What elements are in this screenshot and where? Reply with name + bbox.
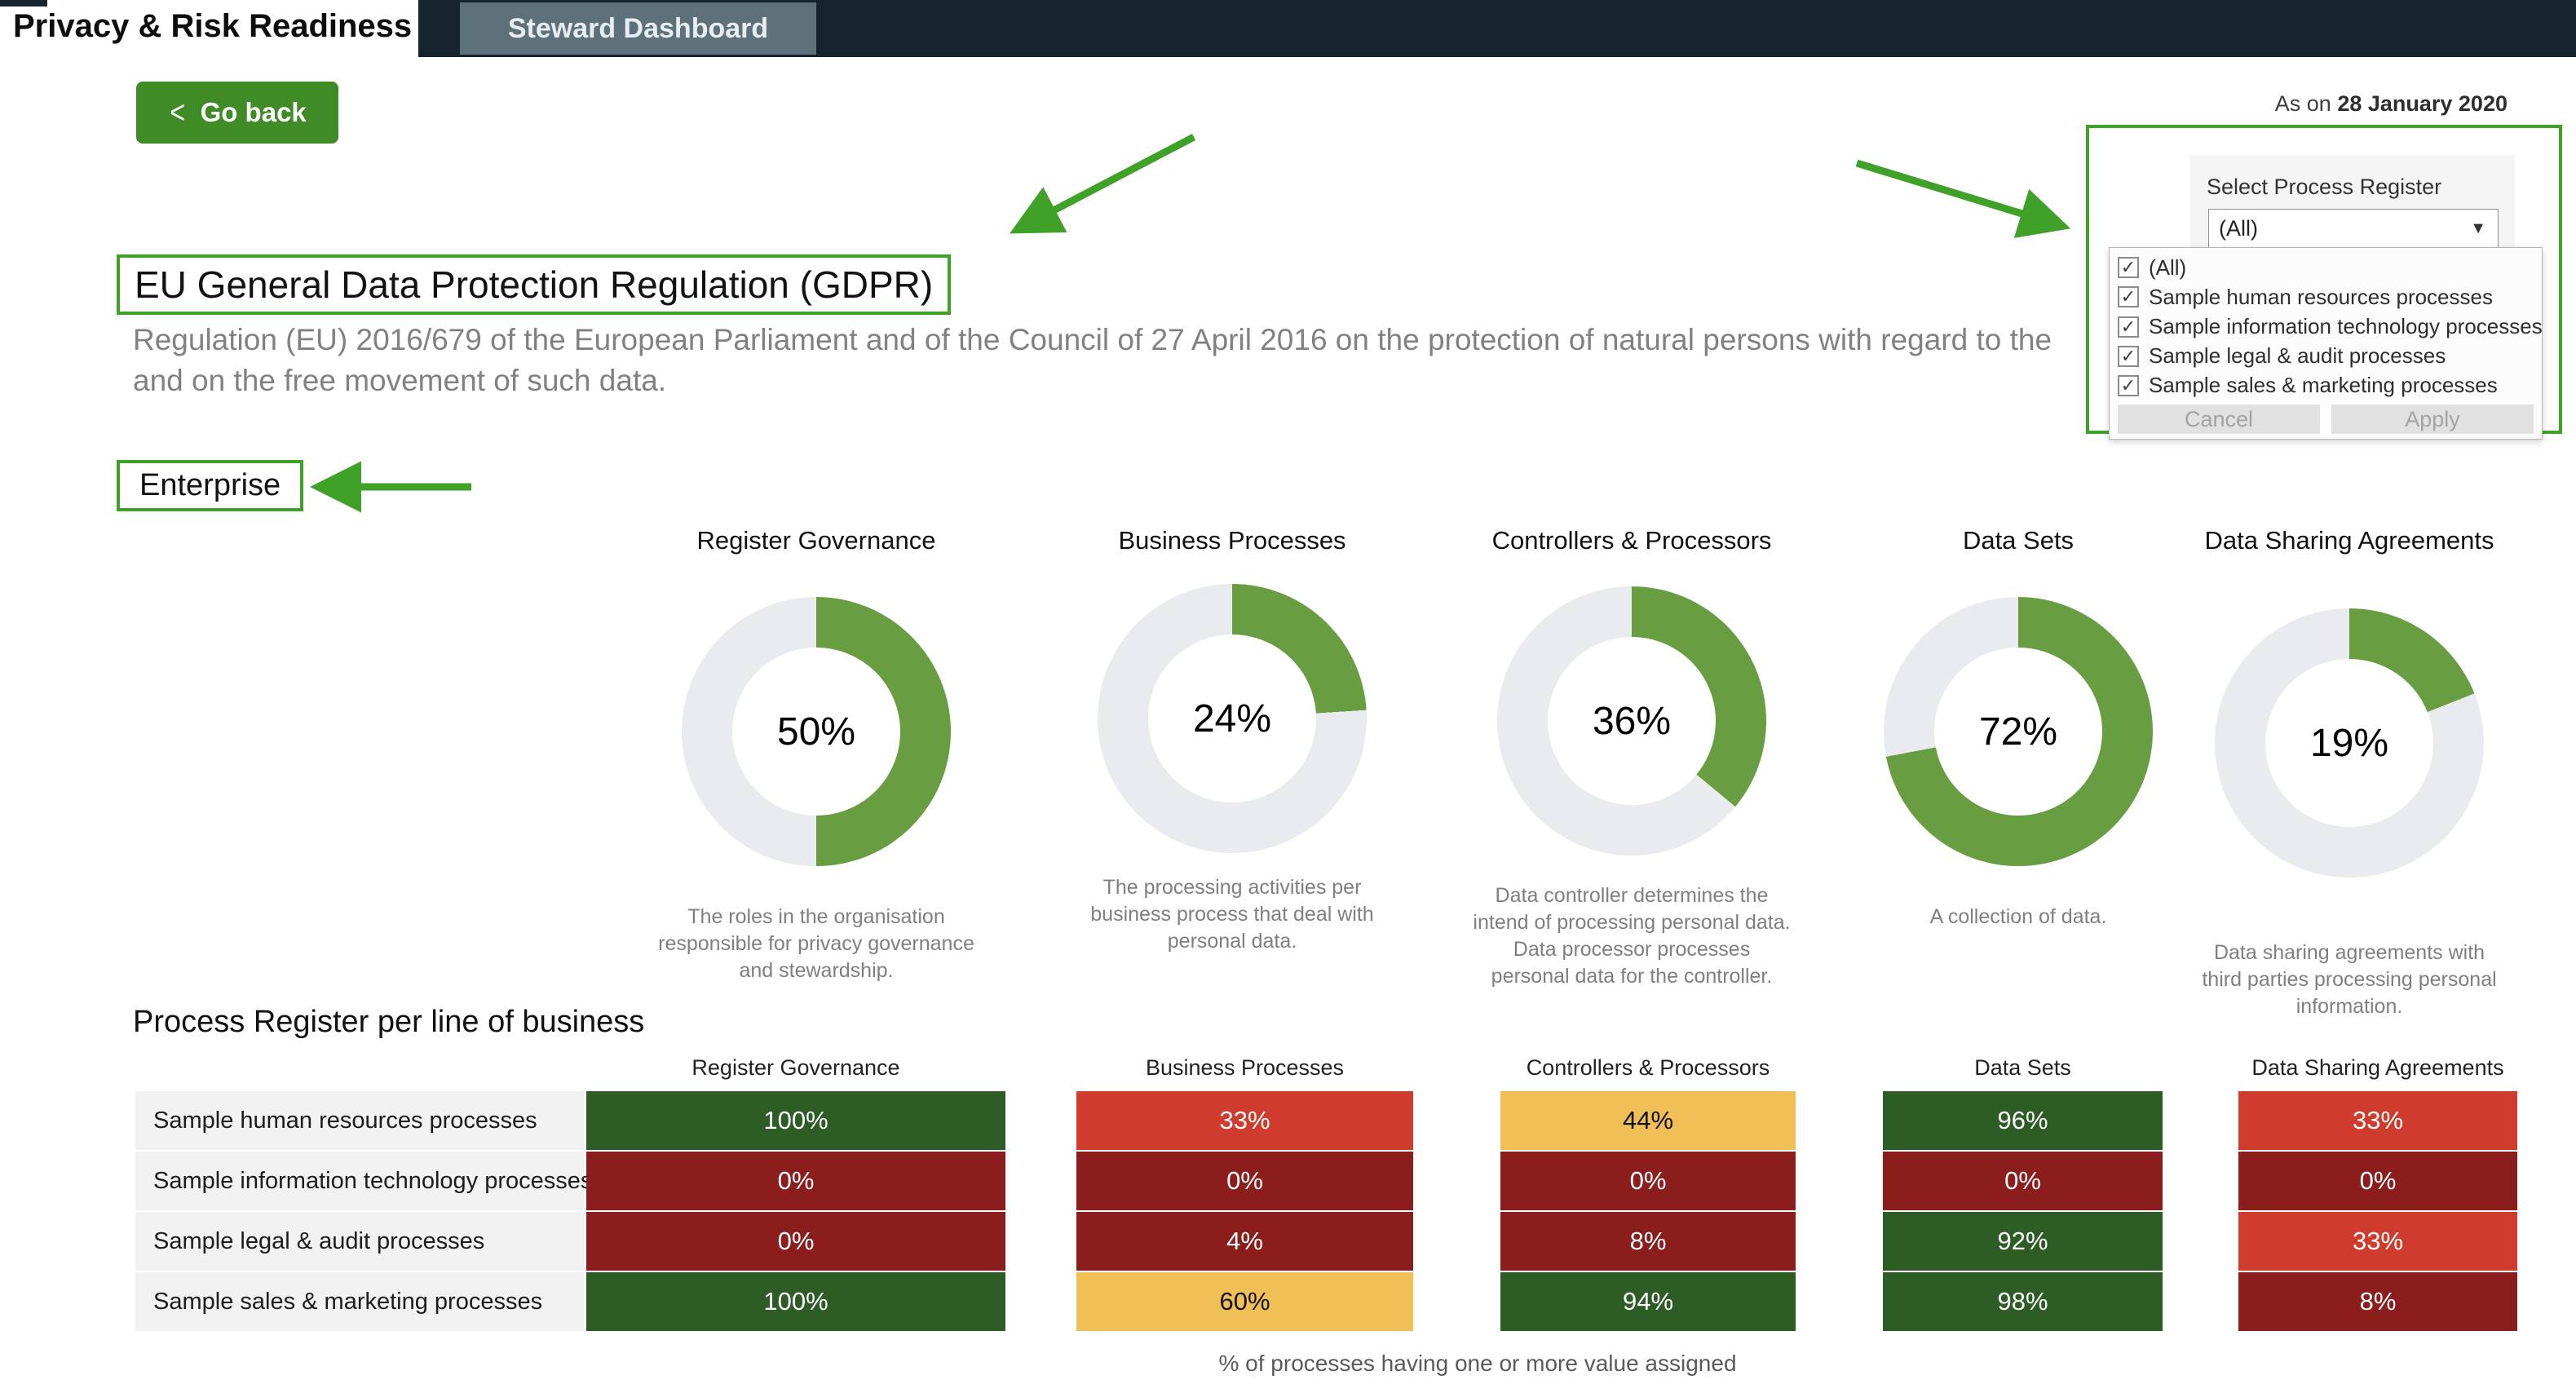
arrow-to-filter-panel xyxy=(1855,159,2071,238)
as-on-date: As on 28 January 2020 xyxy=(2274,91,2508,116)
go-back-button[interactable]: < Go back xyxy=(136,82,338,144)
chart-title-business-processes: Business Processes xyxy=(1118,526,1346,555)
table-cell[interactable]: 33% xyxy=(1076,1091,1413,1150)
chevron-down-icon: ▼ xyxy=(2470,219,2486,237)
cancel-button[interactable]: Cancel xyxy=(2118,405,2320,435)
row-label-legal: Sample legal & audit processes xyxy=(135,1212,584,1271)
table-cell[interactable]: 60% xyxy=(1076,1272,1413,1331)
tab-label: Steward Dashboard xyxy=(507,12,769,44)
column-header-data-sets: Data Sets xyxy=(1974,1055,2071,1080)
process-register-dropdown[interactable]: (All) ▼ xyxy=(2208,209,2499,248)
table-cell[interactable]: 0% xyxy=(2238,1152,2517,1210)
table-cell[interactable]: 0% xyxy=(1076,1152,1413,1210)
chart-description: Data sharing agreements with third parti… xyxy=(2202,941,2497,1018)
arrow-to-regulation-title xyxy=(1010,134,1196,234)
table-cell[interactable]: 8% xyxy=(2238,1272,2517,1331)
column-header-data-sharing-agreements: Data Sharing Agreements xyxy=(2251,1055,2504,1080)
table-cell[interactable]: 100% xyxy=(586,1091,1005,1150)
process-register-dropdown-popup: ✓ (All) ✓ Sample human resources process… xyxy=(2109,247,2543,440)
donut-percent: 72% xyxy=(1978,710,2058,754)
donut-hole: 36% xyxy=(1548,637,1716,805)
checkbox-checked[interactable]: ✓ xyxy=(2118,257,2139,279)
go-back-label: Go back xyxy=(200,97,307,127)
popup-footer: Cancel Apply xyxy=(2118,405,2534,435)
donut-controllers-processors[interactable]: 36% xyxy=(1497,586,1766,856)
donut-percent: 19% xyxy=(2309,721,2389,765)
column-header-controllers-processors: Controllers & Processors xyxy=(1526,1055,1770,1080)
table-cell[interactable]: 44% xyxy=(1500,1091,1796,1150)
donut-hole: 24% xyxy=(1148,635,1316,803)
checkbox-checked[interactable]: ✓ xyxy=(2118,316,2139,338)
chart-title-data-sharing-agreements: Data Sharing Agreements xyxy=(2204,526,2494,555)
table-cell[interactable]: 33% xyxy=(2238,1212,2517,1271)
regulation-title-box: EU General Data Protection Regulation (G… xyxy=(117,254,952,315)
filter-option-legal[interactable]: ✓ Sample legal & audit processes xyxy=(2118,342,2534,371)
table-cell[interactable]: 0% xyxy=(586,1212,1005,1271)
filter-option-it[interactable]: ✓ Sample information technology processe… xyxy=(2118,312,2543,341)
donut-hole: 72% xyxy=(1934,648,2102,816)
tab-steward-dashboard[interactable]: Steward Dashboard xyxy=(460,2,816,55)
regulation-description-line1: Regulation (EU) 2016/679 of the European… xyxy=(133,323,2052,356)
table-cell[interactable]: 92% xyxy=(1883,1212,2163,1271)
table-cell[interactable]: 8% xyxy=(1500,1212,1796,1271)
row-label-hr: Sample human resources processes xyxy=(135,1091,584,1150)
as-on-date-value: 28 January 2020 xyxy=(2337,91,2508,116)
table-cell[interactable]: 96% xyxy=(1883,1091,2163,1150)
scope-box: Enterprise xyxy=(117,460,304,511)
filter-option-label: Sample human resources processes xyxy=(2149,284,2493,309)
chart-description: The roles in the organisation responsibl… xyxy=(658,905,974,982)
table-cell[interactable]: 33% xyxy=(2238,1091,2517,1150)
filter-option-label: Sample information technology processes xyxy=(2149,314,2543,338)
filter-option-label: Sample sales & marketing processes xyxy=(2149,373,2498,398)
chart-description: A collection of data. xyxy=(1929,905,2107,928)
regulation-description: Regulation (EU) 2016/679 of the European… xyxy=(133,320,2547,401)
table-cell[interactable]: 100% xyxy=(586,1272,1005,1331)
checkbox-checked[interactable]: ✓ xyxy=(2118,345,2139,367)
chart-title-data-sets: Data Sets xyxy=(1962,526,2074,555)
chevron-left-icon: < xyxy=(170,95,186,130)
row-label-sales: Sample sales & marketing processes xyxy=(135,1272,584,1331)
page-title: Privacy & Risk Readiness xyxy=(13,8,413,44)
table-cell[interactable]: 94% xyxy=(1500,1272,1796,1331)
column-header-business-processes: Business Processes xyxy=(1145,1055,1345,1080)
chart-title-register-governance: Register Governance xyxy=(696,526,936,555)
donut-data-sharing-agreements[interactable]: 19% xyxy=(2215,608,2484,878)
filter-option-label: (All) xyxy=(2149,254,2187,280)
donut-hole: 50% xyxy=(732,648,900,816)
table-cell[interactable]: 0% xyxy=(1500,1152,1796,1210)
donut-data-sets[interactable]: 72% xyxy=(1884,597,2153,866)
chart-description: The processing activities per business p… xyxy=(1090,876,1374,953)
filter-option-all[interactable]: ✓ (All) xyxy=(2118,253,2534,282)
filter-title: Select Process Register xyxy=(2207,175,2442,199)
table-title: Process Register per line of business xyxy=(133,1005,645,1039)
donut-percent: 50% xyxy=(776,710,856,754)
filter-option-hr[interactable]: ✓ Sample human resources processes xyxy=(2118,282,2534,312)
chart-title-controllers-processors: Controllers & Processors xyxy=(1491,526,1772,555)
dropdown-selected-value: (All) xyxy=(2219,215,2258,241)
table-cell[interactable]: 0% xyxy=(1883,1152,2163,1210)
apply-button[interactable]: Apply xyxy=(2331,405,2534,435)
checkbox-checked[interactable]: ✓ xyxy=(2118,374,2139,396)
row-label-it: Sample information technology processes xyxy=(135,1152,592,1210)
table-cell[interactable]: 0% xyxy=(586,1152,1005,1210)
corner-notch xyxy=(0,0,47,7)
donut-register-governance[interactable]: 50% xyxy=(682,597,951,866)
donut-percent: 24% xyxy=(1192,696,1272,741)
column-header-register-governance: Register Governance xyxy=(691,1055,900,1080)
regulation-description-line2: and on the free movement of such data. xyxy=(133,364,667,397)
scope-label: Enterprise xyxy=(139,468,281,502)
filter-option-label: Sample legal & audit processes xyxy=(2149,343,2446,369)
table-footnote: % of processes having one or more value … xyxy=(1218,1351,1737,1376)
chart-description: Data controller determines the intend of… xyxy=(1473,884,1791,988)
regulation-title: EU General Data Protection Regulation (G… xyxy=(135,263,934,306)
table-cell[interactable]: 4% xyxy=(1076,1212,1413,1271)
filter-option-sales[interactable]: ✓ Sample sales & marketing processes xyxy=(2118,371,2534,400)
donut-hole: 19% xyxy=(2265,659,2433,827)
checkbox-checked[interactable]: ✓ xyxy=(2118,286,2139,308)
donut-business-processes[interactable]: 24% xyxy=(1098,584,1367,853)
donut-percent: 36% xyxy=(1592,699,1672,743)
table-cell[interactable]: 98% xyxy=(1883,1272,2163,1331)
